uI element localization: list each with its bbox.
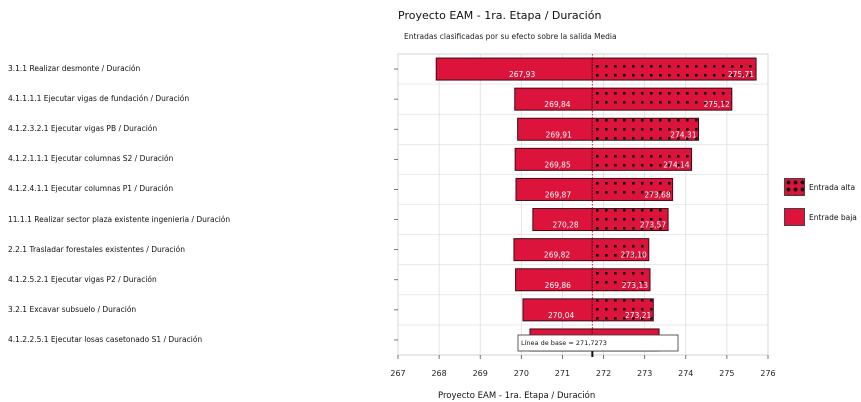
data-label-low: 270,04 (548, 311, 574, 320)
chart-title: Proyecto EAM - 1ra. Etapa / Duración (398, 9, 602, 22)
category-label: 3.2.1 Excavar subsuelo / Duración (8, 304, 137, 314)
data-label-high: 274,14 (663, 160, 689, 169)
baseline-label: Línea de base = 271,7273 (521, 339, 607, 347)
x-tick-label: 269 (473, 369, 488, 378)
category-label: 11.1.1 Realizar sector plaza existente i… (8, 214, 231, 224)
data-label-low: 267,93 (509, 70, 535, 79)
x-tick-label: 268 (431, 369, 446, 378)
category-label: 4.1.2.1.1.1 Ejecutar columnas S2 / Durac… (8, 154, 174, 164)
x-tick-label: 272 (596, 369, 611, 378)
data-label-high: 273,68 (644, 190, 670, 199)
data-label-low: 269,84 (544, 100, 570, 109)
data-label-high: 275,71 (728, 70, 754, 79)
x-tick-label: 273 (637, 369, 652, 378)
data-label-high: 275,12 (704, 100, 730, 109)
data-label-low: 269,87 (545, 190, 571, 199)
data-label-low: 269,91 (546, 130, 572, 139)
data-label-low: 269,86 (545, 281, 571, 290)
x-tick-label: 274 (678, 369, 693, 378)
data-label-high: 273,10 (621, 251, 647, 260)
legend-swatch-high (784, 178, 805, 196)
data-label-high: 273,57 (640, 221, 666, 230)
x-tick-label: 275 (719, 369, 734, 378)
x-tick-label: 276 (760, 369, 775, 378)
chart-subtitle: Entradas clasificadas por su efecto sobr… (404, 32, 617, 41)
x-axis-label: Proyecto EAM - 1ra. Etapa / Duración (438, 391, 596, 401)
data-label-low: 270,28 (552, 221, 578, 230)
data-label-high: 273,13 (622, 281, 648, 290)
baseline-box (517, 334, 679, 352)
category-label: 4.1.2.3.2.1 Ejecutar vigas PB / Duración (8, 124, 158, 134)
x-tick-label: 267 (390, 369, 405, 378)
category-label: 2.2.1 Trasladar forestales existentes / … (8, 244, 185, 254)
x-tick-label: 270 (514, 369, 529, 378)
legend-swatch-low (784, 208, 805, 226)
category-label: 4.1.1.1.1 Ejecutar vigas de fundación / … (8, 94, 190, 104)
category-label: 4.1.2.2.5.1 Ejecutar losas casetonado S1… (8, 334, 203, 344)
data-label-low: 269,82 (544, 251, 570, 260)
data-label-high: 274,31 (670, 130, 696, 139)
legend-label-high: Entrada alta (809, 182, 856, 192)
legend-entry-low: Entrade baja (784, 208, 857, 226)
category-label: 4.1.2.5.2.1 Ejecutar vigas P2 / Duración (8, 274, 157, 284)
category-label: 3.1.1 Realizar desmonte / Duración (8, 64, 141, 74)
legend-entry-high: Entrada alta (784, 178, 855, 196)
data-label-high: 273,21 (625, 311, 651, 320)
category-label: 4.1.2.4.1.1 Ejecutar columnas P1 / Durac… (8, 184, 174, 194)
data-label-low: 269,85 (544, 160, 570, 169)
x-tick-label: 271 (555, 369, 570, 378)
legend-label-low: Entrade baja (809, 212, 857, 222)
